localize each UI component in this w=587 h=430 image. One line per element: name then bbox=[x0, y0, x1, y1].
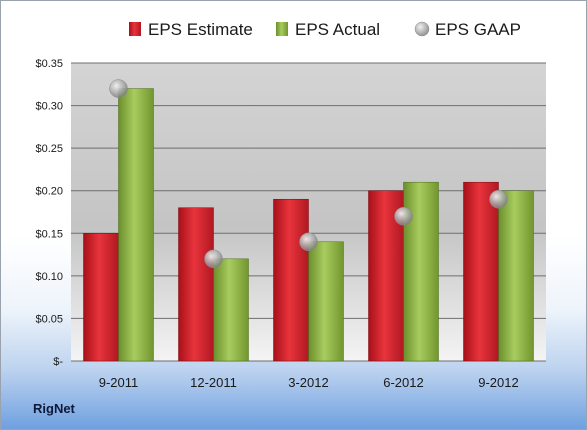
x-category-label: 6-2012 bbox=[383, 375, 423, 390]
legend-swatch bbox=[414, 21, 430, 37]
y-tick-label: $0.15 bbox=[35, 228, 63, 240]
bar-eps-estimate bbox=[463, 181, 499, 362]
legend: EPS Estimate EPS Actual EPS GAAP bbox=[129, 20, 521, 39]
y-tick-label: $0.25 bbox=[35, 143, 63, 155]
y-tick-label: $0.30 bbox=[35, 101, 63, 113]
y-axis: $- $0.05 $0.10 $0.15 $0.20 $0.25 $0.30 $0.35 bbox=[35, 58, 63, 368]
marker-eps-gaap bbox=[204, 249, 223, 269]
bar-eps-actual bbox=[498, 190, 534, 362]
y-tick-label: $0.35 bbox=[35, 58, 63, 70]
x-category-label: 12-2011 bbox=[190, 375, 237, 390]
legend-swatch bbox=[276, 22, 288, 36]
x-axis: 9-2011 12-2011 3-2012 6-2012 9-2012 bbox=[99, 375, 519, 390]
marker-eps-gaap bbox=[299, 232, 318, 252]
marker-eps-gaap bbox=[109, 79, 128, 98]
gaap-markers bbox=[109, 79, 508, 269]
bar-eps-estimate bbox=[273, 198, 309, 362]
bar-eps-actual bbox=[118, 88, 154, 362]
bar-eps-actual bbox=[308, 241, 344, 362]
y-tick-label: $0.05 bbox=[35, 313, 63, 325]
y-tick-label: $- bbox=[53, 356, 63, 368]
x-category-label: 3-2012 bbox=[288, 375, 328, 390]
legend-label: EPS Actual bbox=[295, 20, 380, 39]
company-name: RigNet bbox=[33, 401, 75, 416]
marker-eps-gaap bbox=[489, 189, 508, 209]
legend-label: EPS GAAP bbox=[435, 20, 521, 39]
legend-label: EPS Estimate bbox=[148, 20, 253, 39]
marker-eps-gaap bbox=[394, 207, 413, 226]
bar-eps-actual bbox=[403, 181, 439, 362]
x-category-label: 9-2011 bbox=[99, 375, 139, 390]
bar-eps-actual bbox=[213, 258, 249, 362]
legend-swatch bbox=[129, 22, 141, 36]
bars bbox=[83, 88, 534, 362]
y-tick-label: $0.10 bbox=[35, 271, 63, 283]
bar-eps-estimate bbox=[83, 233, 119, 362]
x-category-label: 9-2012 bbox=[478, 375, 518, 390]
y-tick-label: $0.20 bbox=[35, 186, 63, 198]
bar-eps-estimate bbox=[178, 207, 214, 362]
